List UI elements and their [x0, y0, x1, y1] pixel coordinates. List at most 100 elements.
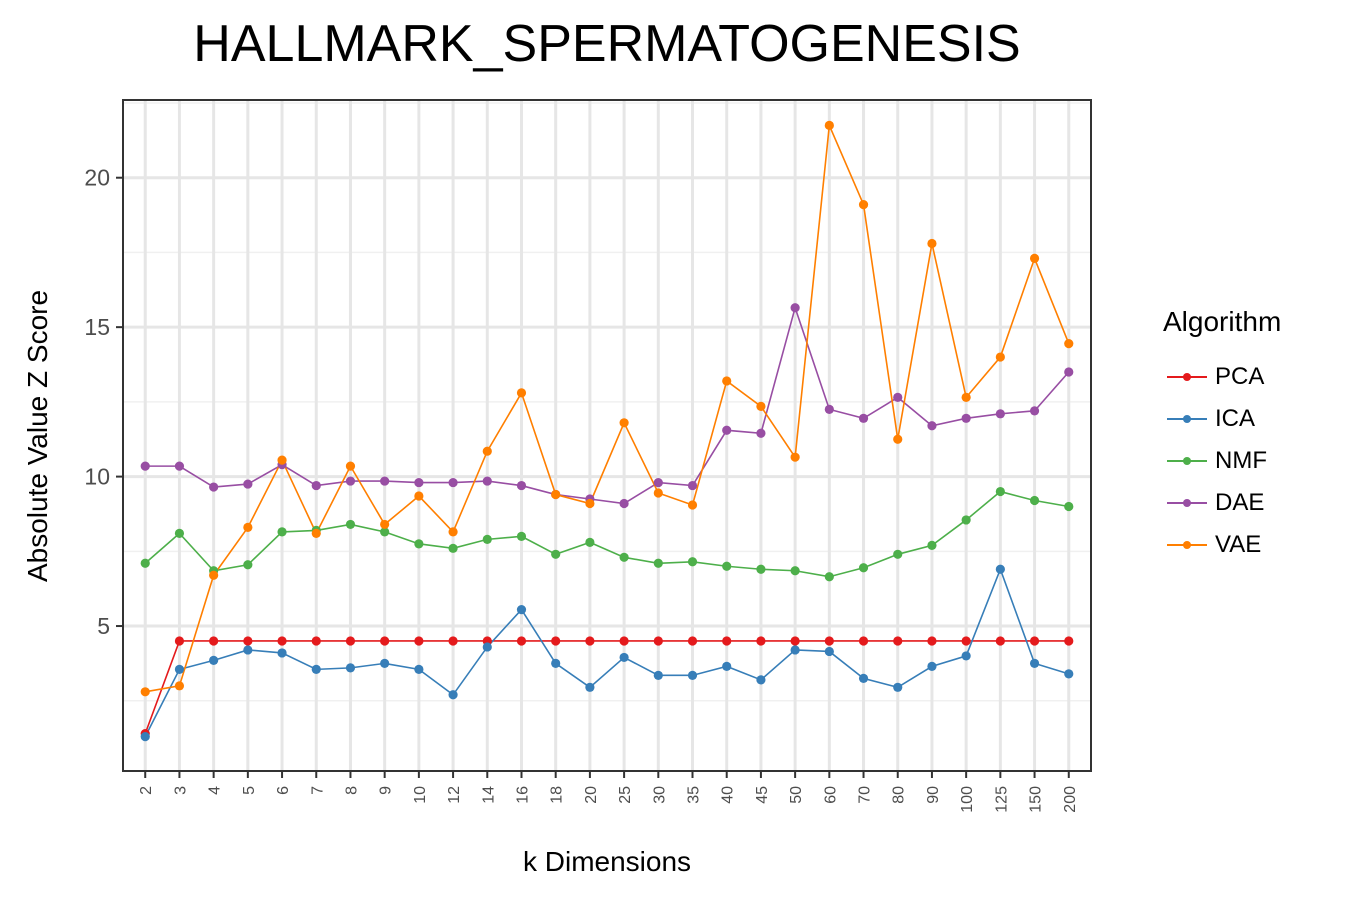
- data-point-ica: [1029, 658, 1040, 669]
- data-point-ica: [961, 651, 971, 661]
- data-point-nmf: [277, 527, 287, 537]
- data-point-pca: [448, 636, 458, 646]
- x-tick-label: 80: [891, 786, 908, 804]
- data-point-nmf: [653, 558, 663, 568]
- data-point-dae: [174, 461, 185, 471]
- data-point-dae: [619, 498, 629, 509]
- data-point-ica: [243, 645, 253, 655]
- x-tick-label: 150: [1028, 786, 1045, 813]
- data-point-ica: [619, 652, 629, 663]
- data-point-vae: [277, 455, 287, 465]
- data-point-vae: [311, 528, 321, 538]
- data-point-pca: [687, 636, 698, 646]
- data-point-dae: [961, 413, 971, 423]
- data-point-pca: [756, 636, 766, 646]
- data-point-nmf: [174, 528, 185, 538]
- data-point-dae: [687, 480, 698, 491]
- data-point-dae: [482, 476, 492, 486]
- data-point-nmf: [585, 537, 595, 547]
- data-point-pca: [1064, 636, 1074, 646]
- x-tick-label: 16: [514, 786, 531, 804]
- x-tick-label: 7: [309, 786, 326, 795]
- data-point-pca: [790, 636, 800, 646]
- x-tick-label: 20: [583, 786, 600, 804]
- y-tick-label: 10: [84, 464, 110, 490]
- y-tick-label: 20: [84, 165, 110, 191]
- data-point-vae: [174, 681, 185, 691]
- data-point-dae: [243, 479, 253, 489]
- data-point-vae: [414, 491, 424, 501]
- legend-items: PCA ICA NMF DAE VAE: [1163, 356, 1281, 566]
- x-tick-label: 8: [343, 786, 360, 795]
- data-point-vae: [893, 434, 903, 444]
- data-point-ica: [927, 661, 937, 671]
- series-line-ica: [144, 566, 1070, 737]
- plot-border: [122, 99, 1092, 772]
- data-point-pca: [927, 636, 937, 646]
- x-tick-label: 10: [412, 786, 429, 804]
- data-point-ica: [756, 675, 766, 685]
- x-tick-label: 125: [993, 786, 1010, 813]
- data-point-nmf: [516, 531, 527, 541]
- data-point-vae: [756, 401, 766, 411]
- data-point-vae: [858, 200, 869, 210]
- data-point-dae: [1029, 406, 1040, 416]
- x-tick-label: 60: [822, 786, 839, 804]
- data-point-ica: [722, 661, 732, 671]
- data-point-nmf: [1029, 495, 1040, 506]
- data-point-vae: [687, 500, 698, 510]
- data-point-nmf: [380, 527, 390, 537]
- data-point-nmf: [858, 563, 869, 573]
- data-point-ica: [824, 646, 834, 657]
- data-point-ica: [687, 670, 698, 680]
- series-line-vae: [145, 122, 1070, 693]
- data-point-ica: [174, 664, 185, 674]
- legend-key-icon: [1163, 482, 1211, 524]
- series-line-dae: [145, 304, 1070, 505]
- data-point-vae: [927, 238, 937, 249]
- data-point-vae: [1064, 338, 1074, 349]
- data-point-vae: [790, 452, 800, 462]
- x-tick-label: 40: [720, 786, 737, 804]
- legend-item-vae: VAE: [1163, 524, 1281, 566]
- data-point-vae: [209, 570, 219, 580]
- data-point-pca: [551, 636, 561, 646]
- data-point-vae: [140, 687, 150, 697]
- x-tick-label: 2: [138, 786, 155, 795]
- data-point-dae: [995, 409, 1005, 419]
- x-tick-label: 14: [480, 786, 497, 804]
- x-tick-label: 3: [172, 786, 189, 795]
- data-point-dae: [209, 482, 219, 492]
- data-point-ica: [551, 658, 561, 669]
- x-tick-label: 18: [549, 786, 566, 804]
- data-point-nmf: [790, 566, 800, 576]
- data-point-dae: [380, 476, 390, 486]
- data-point-pca: [722, 636, 732, 646]
- data-point-vae: [1029, 253, 1040, 264]
- data-point-vae: [995, 352, 1005, 362]
- x-tick-label: 6: [275, 786, 292, 795]
- data-point-pca: [345, 636, 356, 646]
- data-point-pca: [414, 636, 424, 646]
- data-point-nmf: [243, 560, 253, 570]
- data-point-pca: [961, 636, 971, 646]
- legend: Algorithm PCA ICA NMF DAE VAE: [1163, 304, 1281, 566]
- data-point-vae: [585, 498, 595, 509]
- data-point-ica: [380, 658, 390, 669]
- data-point-nmf: [893, 549, 903, 559]
- data-point-pca: [243, 636, 253, 646]
- x-tick-label: 70: [857, 786, 874, 804]
- data-point-ica: [653, 670, 663, 680]
- data-point-nmf: [414, 539, 424, 549]
- data-point-pca: [209, 636, 219, 646]
- data-point-nmf: [482, 534, 492, 544]
- legend-item-ica: ICA: [1163, 398, 1281, 440]
- series-line-pca: [144, 640, 1069, 734]
- legend-label: ICA: [1215, 405, 1256, 432]
- x-tick-label: 50: [788, 786, 805, 804]
- data-point-vae: [653, 488, 663, 498]
- data-point-dae: [311, 480, 321, 491]
- series-line-nmf: [144, 490, 1069, 578]
- data-point-dae: [824, 404, 834, 414]
